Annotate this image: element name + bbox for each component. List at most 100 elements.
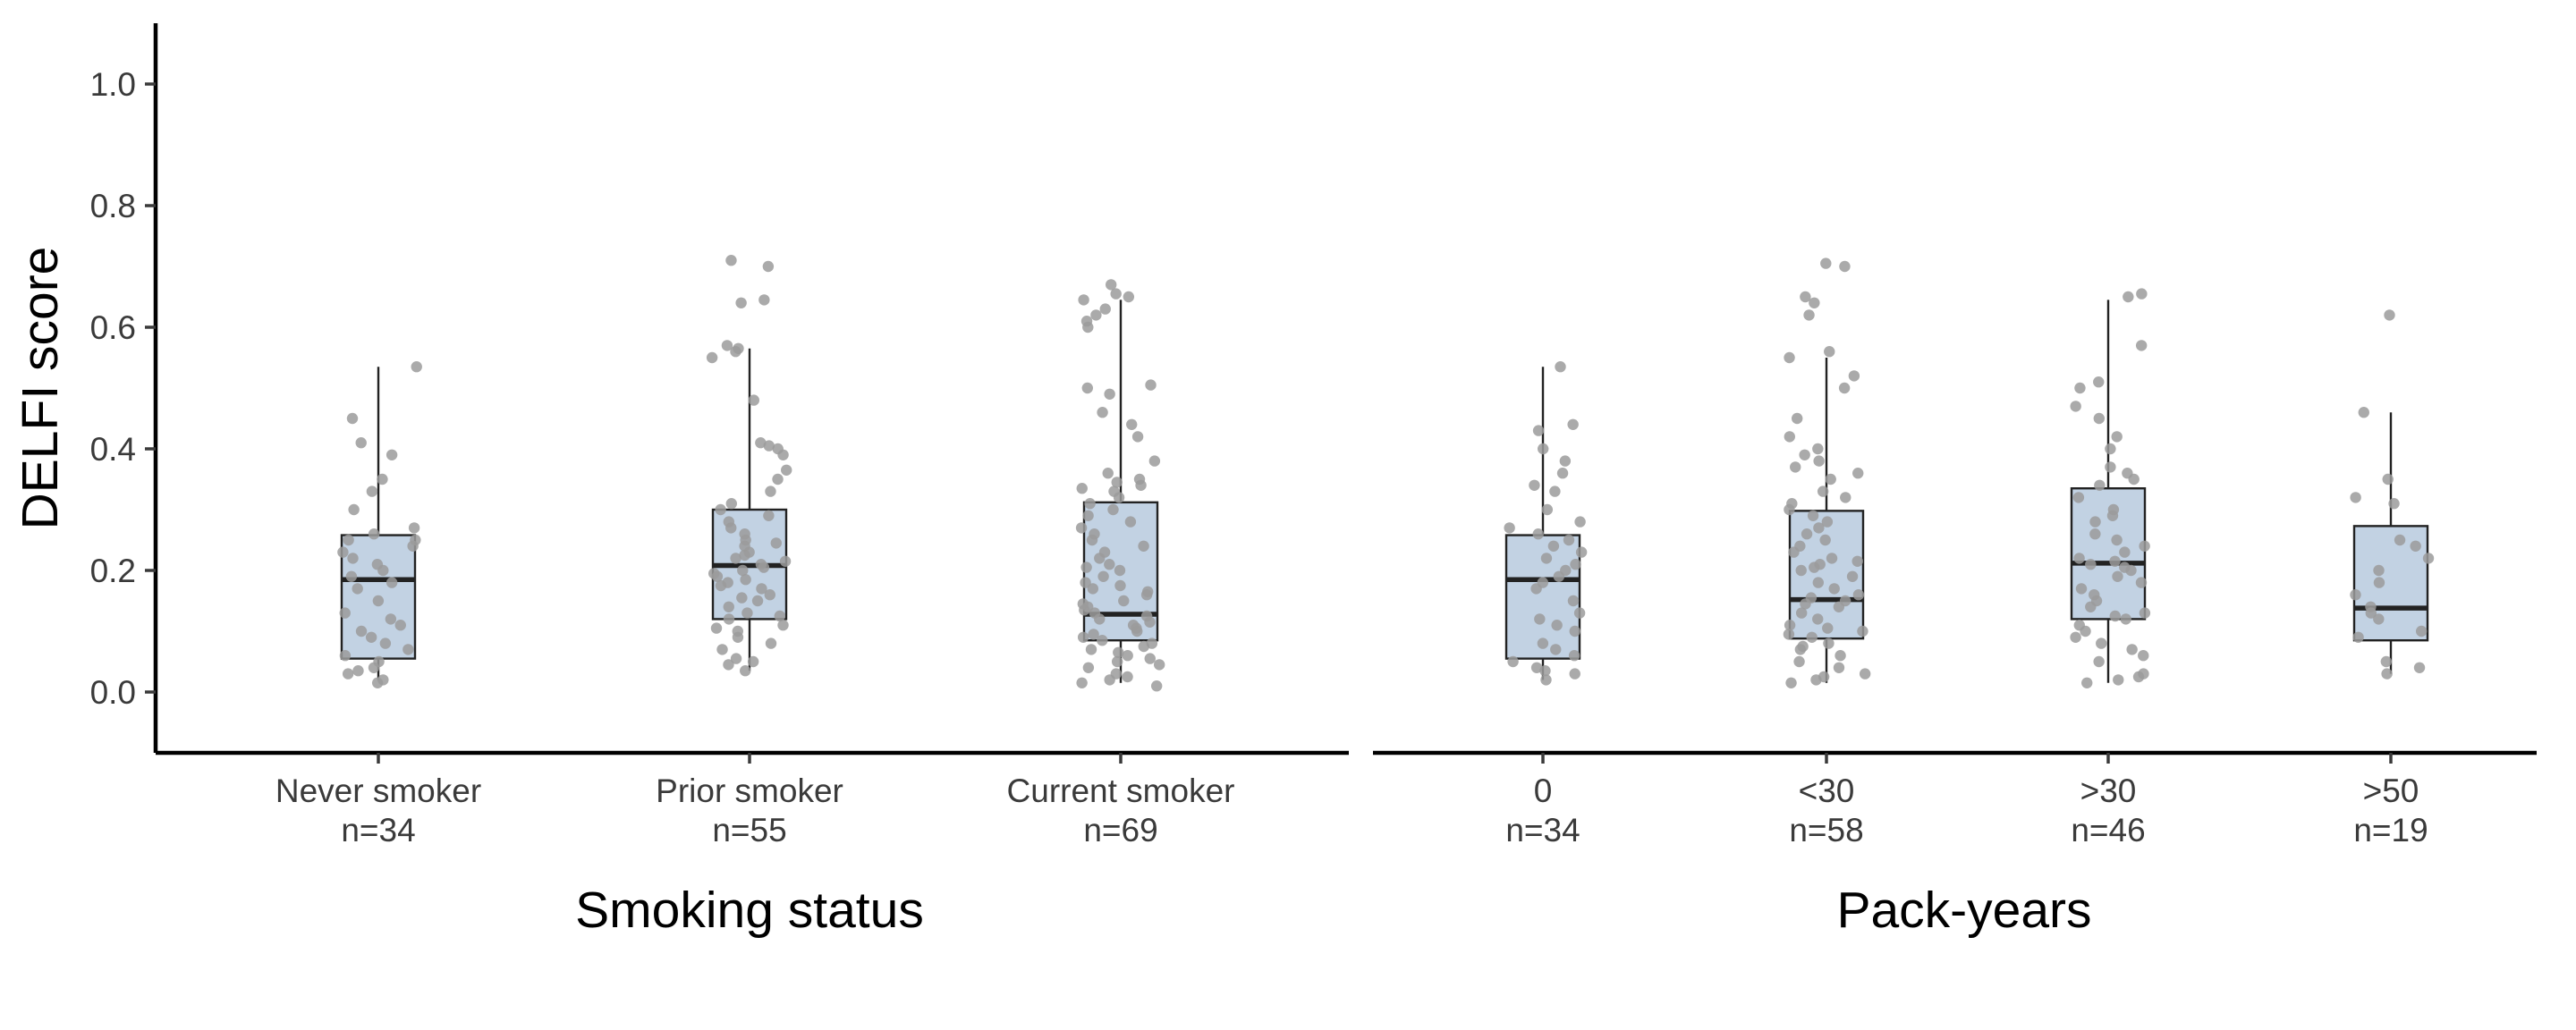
data-point (2380, 655, 2393, 668)
data-point (1104, 559, 1115, 570)
data-point (1839, 260, 1851, 273)
x-tick-label: 0 (1534, 772, 1553, 809)
data-point (1852, 555, 1863, 567)
data-point (377, 674, 389, 686)
y-tick-label: 1.0 (90, 66, 136, 103)
data-point (751, 595, 764, 607)
data-point (1540, 553, 1553, 564)
data-point (1797, 640, 1809, 653)
data-point (723, 516, 735, 528)
data-point (371, 559, 384, 570)
data-point (740, 665, 751, 677)
category-3: >30n=46 (2070, 288, 2151, 848)
data-point (385, 613, 397, 625)
data-point (2358, 407, 2369, 418)
data-point (765, 485, 776, 497)
data-point (2119, 546, 2131, 558)
x-tick-n-label: n=69 (1083, 812, 1157, 848)
x-tick-n-label: n=58 (1789, 812, 1863, 848)
data-point (1507, 655, 1519, 668)
category-1: 0n=34 (1504, 361, 1588, 848)
data-point (748, 394, 759, 406)
data-point (1133, 473, 1146, 485)
data-point (373, 655, 385, 668)
data-point (2109, 555, 2121, 567)
data-point (758, 294, 770, 306)
data-point (2422, 553, 2435, 564)
y-tick-label: 0.4 (90, 431, 136, 468)
x-tick-n-label: n=19 (2353, 812, 2428, 848)
data-point (1085, 644, 1097, 655)
data-point (2072, 492, 2085, 503)
data-point (755, 437, 767, 449)
data-point (1567, 595, 1580, 607)
data-point (2089, 528, 2101, 540)
data-point (1799, 449, 1810, 460)
data-point (1082, 662, 1095, 673)
data-point (781, 464, 792, 476)
data-point (1549, 485, 1561, 497)
data-point (1812, 613, 1824, 625)
data-point (1098, 546, 1111, 558)
data-point (1846, 570, 1859, 582)
x-tick-n-label: n=55 (712, 812, 786, 848)
data-point (1140, 610, 1153, 622)
data-point (2138, 650, 2149, 662)
data-point (1105, 279, 1117, 291)
data-point (1088, 629, 1099, 640)
data-point (1559, 455, 1572, 467)
data-point (1118, 595, 1130, 607)
category-2: <30n=58 (1783, 258, 1871, 848)
data-point (1828, 583, 1840, 595)
data-point (1786, 498, 1798, 510)
data-point (1839, 595, 1852, 607)
data-point (2394, 534, 2406, 546)
data-point (2373, 577, 2385, 588)
data-point (735, 297, 747, 308)
data-point (1556, 468, 1569, 479)
data-point (708, 568, 720, 579)
data-point (722, 577, 733, 588)
data-point (2413, 662, 2426, 673)
data-point (1555, 361, 1566, 373)
data-point (1534, 613, 1546, 625)
data-point (1569, 625, 1580, 637)
data-point (1794, 540, 1806, 552)
data-point (1840, 492, 1852, 503)
data-point (1852, 589, 1865, 601)
data-point (763, 510, 775, 521)
data-point (1131, 431, 1144, 443)
data-point (1077, 631, 1089, 643)
data-point (2381, 668, 2393, 680)
data-point (1812, 577, 1824, 588)
data-point (1540, 674, 1552, 686)
data-point (339, 607, 351, 619)
data-point (1795, 607, 1808, 619)
data-point (1099, 303, 1111, 315)
data-point (2093, 655, 2105, 668)
data-point (723, 601, 734, 612)
data-point (2135, 577, 2148, 588)
x-tick-n-label: n=46 (2071, 812, 2145, 848)
y-tick-label: 0.0 (90, 674, 136, 711)
data-point (1084, 498, 1096, 510)
data-point (1819, 534, 1831, 546)
data-point (2120, 613, 2131, 625)
x-tick-label: Prior smoker (656, 772, 843, 809)
data-point (352, 583, 363, 595)
data-point (1124, 516, 1137, 528)
data-point (1144, 653, 1156, 664)
data-point (1560, 564, 1572, 577)
data-point (342, 668, 354, 680)
y-axis-title: DELFI score (12, 247, 69, 530)
data-point (2113, 674, 2124, 686)
data-point (1812, 443, 1824, 455)
data-point (725, 255, 737, 266)
data-point (1081, 382, 1093, 394)
data-point (337, 546, 349, 558)
data-point (1080, 561, 1092, 573)
data-point (1082, 510, 1094, 521)
data-point (1824, 346, 1835, 358)
data-point (2109, 610, 2121, 622)
data-point (1090, 309, 1102, 321)
